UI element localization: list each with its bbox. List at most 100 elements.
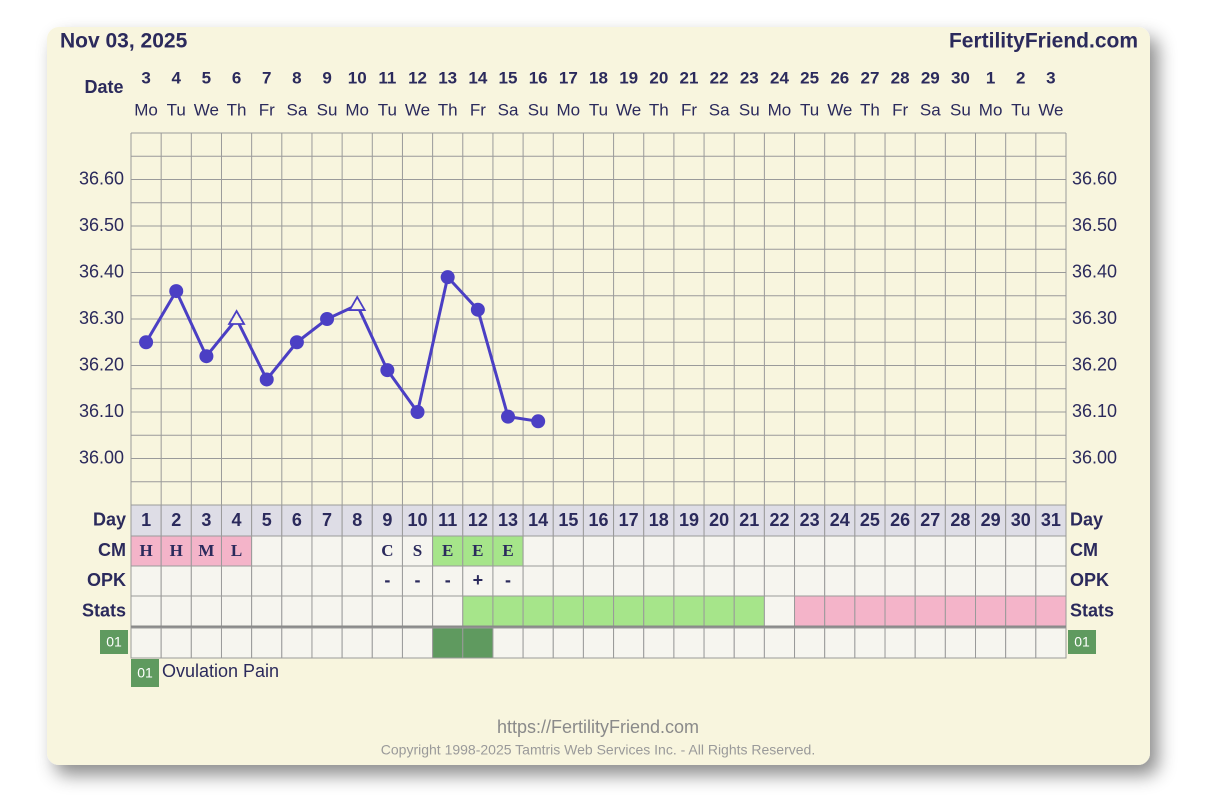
date-number: 25 — [800, 68, 819, 87]
date-number: 5 — [202, 68, 211, 87]
day-number: 10 — [408, 510, 428, 530]
day-cell — [341, 504, 373, 537]
temperature-point — [348, 295, 367, 311]
opk-cell — [1035, 565, 1067, 597]
symptom-cell — [462, 627, 494, 659]
day-number: 2 — [171, 510, 181, 530]
stats-cell — [190, 595, 222, 628]
date-number: 22 — [710, 68, 729, 87]
stats-cell — [703, 595, 735, 628]
opk-cell — [401, 565, 434, 597]
cm-cell — [1005, 535, 1037, 567]
weekday: Su — [950, 100, 971, 119]
weekday: Fr — [470, 100, 486, 119]
temperature-line — [144, 274, 539, 423]
cm-cell — [703, 535, 735, 567]
date-number: 26 — [830, 68, 849, 87]
y-tick-label-right: 36.60 — [1072, 168, 1117, 188]
weekday: Th — [438, 100, 458, 119]
weekday: We — [616, 100, 641, 119]
stats-cell — [944, 595, 977, 628]
symptom-badge-right — [1068, 630, 1096, 654]
stats-cell — [763, 595, 796, 628]
symptom-cell — [341, 627, 373, 659]
temperature-point — [289, 335, 304, 350]
y-tick-label-right: 36.20 — [1072, 354, 1117, 374]
stats-cell — [643, 595, 675, 628]
temperature-point — [320, 312, 335, 326]
date-number: 20 — [649, 68, 668, 87]
opk-cell — [613, 565, 645, 597]
weekday: Tu — [378, 100, 397, 119]
row-label: Day — [93, 509, 126, 529]
day-number: 11 — [438, 510, 457, 530]
date-number: 19 — [619, 68, 638, 87]
stats-cell — [401, 595, 434, 628]
weekday: Fr — [892, 100, 908, 119]
day-cell — [582, 504, 615, 537]
weekday: Sa — [709, 100, 730, 119]
opk-cell — [884, 565, 916, 597]
row-label-right: CM — [1070, 540, 1098, 560]
day-cell — [824, 504, 856, 537]
day-number: 31 — [1041, 510, 1061, 530]
y-tick-label: 36.00 — [79, 447, 124, 467]
opk-cell — [522, 565, 554, 597]
cm-cell — [824, 535, 856, 567]
stats-cell — [824, 595, 856, 628]
opk-cell — [582, 565, 615, 597]
opk-cell — [190, 565, 222, 597]
temperature-point — [199, 349, 214, 364]
stats-cell — [613, 595, 645, 628]
day-number: 23 — [800, 510, 820, 530]
day-cell — [130, 504, 162, 537]
cm-cell — [1035, 535, 1067, 567]
temperature-point — [440, 270, 455, 285]
day-number: 30 — [1011, 510, 1031, 530]
day-number: 21 — [739, 510, 759, 530]
symptom-cell — [914, 627, 946, 659]
symptom-cell — [733, 627, 765, 659]
y-tick-label-right: 36.40 — [1072, 261, 1117, 281]
weekday: We — [1038, 100, 1063, 119]
legend-badge — [131, 659, 159, 687]
y-tick-label: 36.40 — [79, 261, 124, 281]
date-number: 7 — [262, 68, 271, 87]
date-number: 2 — [1016, 68, 1025, 87]
row-label-right: Day — [1070, 509, 1103, 529]
symptom-cell — [703, 627, 735, 659]
stats-cell — [341, 595, 373, 628]
cm-cell — [311, 535, 343, 567]
date-number: 27 — [860, 68, 879, 87]
day-number: 9 — [382, 510, 392, 530]
opk-cell — [914, 565, 946, 597]
symptom-cell — [884, 627, 916, 659]
opk-cell — [311, 565, 343, 597]
symptom-badge-text: 01 — [106, 634, 122, 650]
weekday: Su — [739, 100, 760, 119]
day-cell — [281, 504, 313, 537]
day-number: 26 — [890, 510, 910, 530]
day-number: 13 — [498, 510, 518, 530]
day-cell — [371, 504, 403, 537]
date-number: 6 — [232, 68, 241, 87]
cm-cell — [944, 535, 977, 567]
cm-value: E — [502, 541, 513, 560]
opk-value: - — [415, 570, 421, 590]
symptom-cell — [251, 627, 283, 659]
day-number: 20 — [709, 510, 729, 530]
date-number: 16 — [529, 68, 548, 87]
day-number: 18 — [649, 510, 669, 530]
day-number: 3 — [201, 510, 211, 530]
date-number: 8 — [292, 68, 301, 87]
legend-text: Ovulation Pain — [162, 661, 279, 681]
opk-cell — [130, 565, 162, 597]
opk-value: - — [445, 570, 451, 590]
weekday: Mo — [768, 100, 792, 119]
cm-cell — [130, 535, 162, 567]
opk-cell — [824, 565, 856, 597]
weekday: Tu — [589, 100, 608, 119]
weekday: Su — [528, 100, 549, 119]
symptom-cell — [975, 627, 1007, 659]
